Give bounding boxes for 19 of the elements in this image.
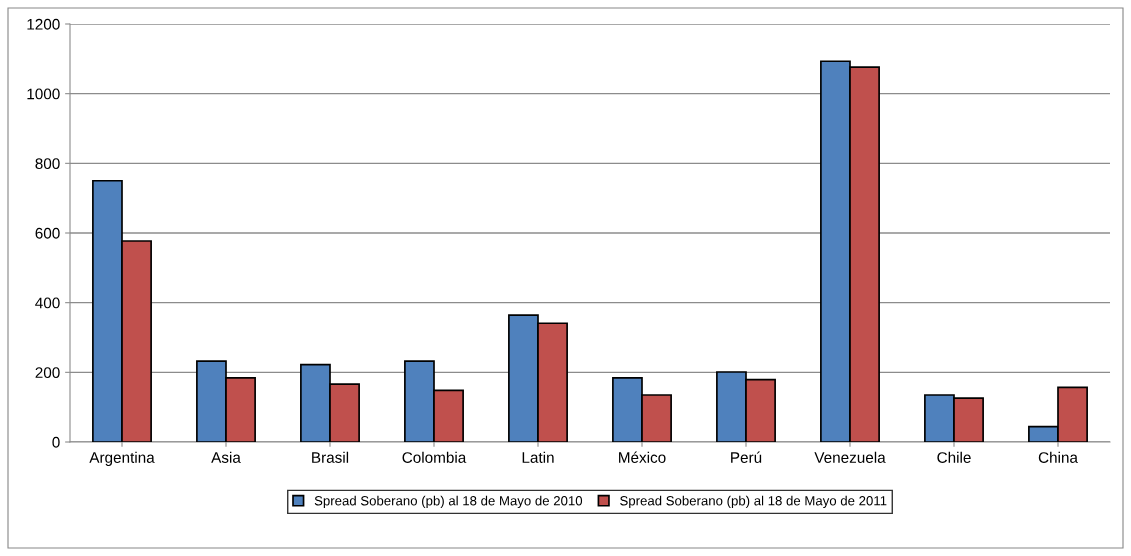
x-tick-label: México bbox=[619, 451, 666, 463]
y-tick-label: 200 bbox=[35, 367, 60, 379]
x-tick-label: China bbox=[1038, 451, 1078, 463]
x-tick-label: Latin bbox=[522, 451, 554, 463]
y-tick-label: 600 bbox=[35, 227, 60, 239]
y-tick-label: 1200 bbox=[27, 18, 60, 30]
x-tick-label: Argentina bbox=[89, 451, 155, 466]
y-tick-label: 800 bbox=[35, 158, 60, 170]
x-tick-label: Brasil bbox=[312, 451, 349, 463]
x-tick-label: Chile bbox=[937, 451, 971, 463]
x-tick-label: Colombia bbox=[402, 451, 467, 463]
legend-label: Spread Soberano (pb) al 18 de Mayo de 2011 bbox=[620, 495, 887, 509]
legend-label: Spread Soberano (pb) al 18 de Mayo de 2010 bbox=[314, 495, 583, 509]
x-tick-label: Venezuela bbox=[814, 451, 886, 463]
y-tick-label: 0 bbox=[52, 436, 60, 448]
x-tick-label: Perú bbox=[731, 451, 762, 463]
x-tick-label: Asia bbox=[211, 451, 241, 463]
y-tick-label: 1000 bbox=[27, 88, 60, 100]
y-tick-label: 400 bbox=[35, 297, 60, 309]
